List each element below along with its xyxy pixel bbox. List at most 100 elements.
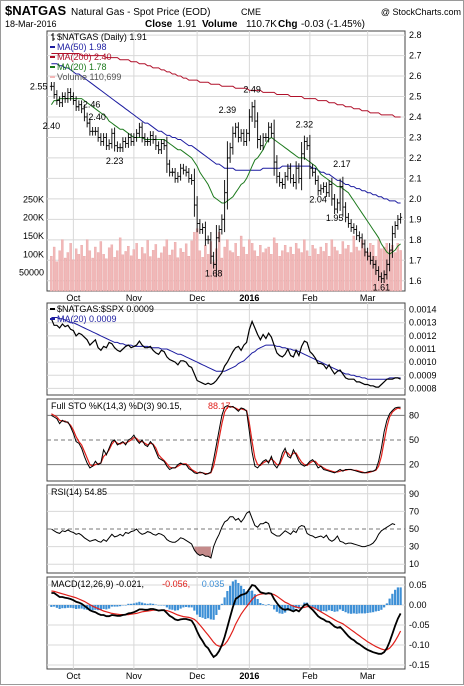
volume-bar xyxy=(67,253,69,292)
macd-histogram-bar xyxy=(380,605,382,610)
chart-symbol: $NATGAS xyxy=(5,3,66,18)
macd-histogram-bar xyxy=(400,587,402,605)
macd-histogram-bar xyxy=(237,583,239,605)
volume-bar xyxy=(75,249,77,291)
legend-label: MA(50) 1.98 xyxy=(57,42,107,52)
volume-bar xyxy=(400,250,402,291)
macd-histogram-bar xyxy=(70,605,72,608)
volume-bar xyxy=(188,256,190,291)
chg-label: Chg xyxy=(278,19,297,30)
macd-histogram-bar xyxy=(213,605,215,620)
macd-histogram-bar xyxy=(397,587,399,605)
macd-histogram-bar xyxy=(108,605,110,609)
volume-bar xyxy=(276,243,278,291)
macd-histogram-bar xyxy=(336,605,338,611)
volume-bar xyxy=(246,254,248,291)
volume-bar xyxy=(152,250,154,291)
macd-histogram-bar xyxy=(204,605,206,619)
volume-bar xyxy=(122,255,124,291)
volume-bar xyxy=(290,247,292,291)
macd-histogram-bar xyxy=(221,604,223,605)
macd-histogram-bar xyxy=(105,605,107,609)
volume-bar xyxy=(394,253,396,292)
macd-histogram-bar xyxy=(171,605,173,610)
price-axis-tick-label: 2.8 xyxy=(409,30,422,40)
volume-bar xyxy=(353,236,355,291)
volume-bar xyxy=(262,253,264,292)
macd-tick-label: 0.05 xyxy=(409,580,427,590)
legend-label: 0.035 xyxy=(202,579,225,589)
legend-label: MA(20) 1.78 xyxy=(57,62,107,72)
macd-histogram-bar xyxy=(75,605,77,609)
volume-bar xyxy=(171,250,173,291)
volume-bar xyxy=(119,238,121,291)
macd-histogram-bar xyxy=(163,605,165,606)
volume-bar xyxy=(136,243,138,291)
volume-bar xyxy=(312,245,314,291)
macd-histogram-bar xyxy=(72,605,74,608)
price-annotation: 2.40 xyxy=(88,112,106,122)
volume-bar xyxy=(229,251,231,291)
macd-histogram-bar xyxy=(243,589,245,605)
macd-histogram-bar xyxy=(78,605,80,609)
volume-bar xyxy=(309,256,311,291)
macd-histogram-bar xyxy=(147,604,149,605)
volume-bar xyxy=(89,251,91,291)
volume-bar xyxy=(177,258,179,291)
volume-bar xyxy=(78,254,80,291)
ratio-axis-tick-label: 0.0011 xyxy=(409,344,436,354)
macd-histogram-bar xyxy=(372,605,374,612)
macd-histogram-bar xyxy=(111,605,113,607)
volume-bar xyxy=(149,257,151,291)
price-axis-tick-label: 2.2 xyxy=(409,153,422,163)
volume-bar xyxy=(345,249,347,291)
macd-tick-label: -0.10 xyxy=(409,640,430,650)
volume-bar xyxy=(259,245,261,291)
stochastic-tick-label: 20 xyxy=(409,460,419,470)
volume-bar xyxy=(158,258,160,291)
volume-bar xyxy=(331,240,333,291)
volume-bar xyxy=(284,245,286,291)
volume-bar xyxy=(306,251,308,291)
volume-bar xyxy=(92,258,94,291)
volume-bar xyxy=(138,259,140,291)
volume-bar xyxy=(314,249,316,291)
volume-bar xyxy=(83,256,85,291)
macd-histogram-bar xyxy=(59,605,61,609)
legend-label: MACD(12,26,9) -0.021, xyxy=(51,579,144,589)
volume-bar xyxy=(133,250,135,291)
macd-histogram-bar xyxy=(273,605,275,609)
volume-bar xyxy=(298,249,300,291)
x-axis-label: Dec xyxy=(189,671,206,681)
legend-label: -0.056, xyxy=(162,579,190,589)
macd-histogram-bar xyxy=(136,603,138,605)
macd-histogram-bar xyxy=(119,605,121,606)
volume-bar xyxy=(53,247,55,291)
volume-bar xyxy=(163,247,165,291)
macd-histogram-bar xyxy=(347,605,349,613)
legend-label: $NATGAS:$SPX 0.0009 xyxy=(57,304,154,314)
macd-histogram-bar xyxy=(207,605,209,618)
volume-bar xyxy=(72,260,74,291)
macd-histogram-bar xyxy=(133,603,135,605)
price-annotation: 2.49 xyxy=(243,85,261,95)
price-annotation: 2.55 xyxy=(30,81,48,91)
rsi-tick-label: 50 xyxy=(409,524,419,534)
macd-histogram-bar xyxy=(56,605,58,608)
volume-axis-tick-label: 150K xyxy=(23,231,44,241)
x-axis-label: Mar xyxy=(360,671,376,681)
volume-bar xyxy=(64,258,66,291)
x-axis-label: Oct xyxy=(66,671,81,681)
volume-bar xyxy=(141,247,143,291)
volume-bar xyxy=(81,245,83,291)
x-axis-label: Nov xyxy=(126,293,143,303)
legend-label: Full STO %K(14,3) %D(3) 90.15, xyxy=(51,401,182,411)
macd-histogram-bar xyxy=(270,605,272,606)
volume-bar xyxy=(270,254,272,291)
stochastic-tick-label: 80 xyxy=(409,410,419,420)
price-axis-tick-label: 2.7 xyxy=(409,51,422,61)
volume-bar xyxy=(248,240,250,291)
volume-bar xyxy=(320,247,322,291)
macd-histogram-bar xyxy=(103,605,105,609)
